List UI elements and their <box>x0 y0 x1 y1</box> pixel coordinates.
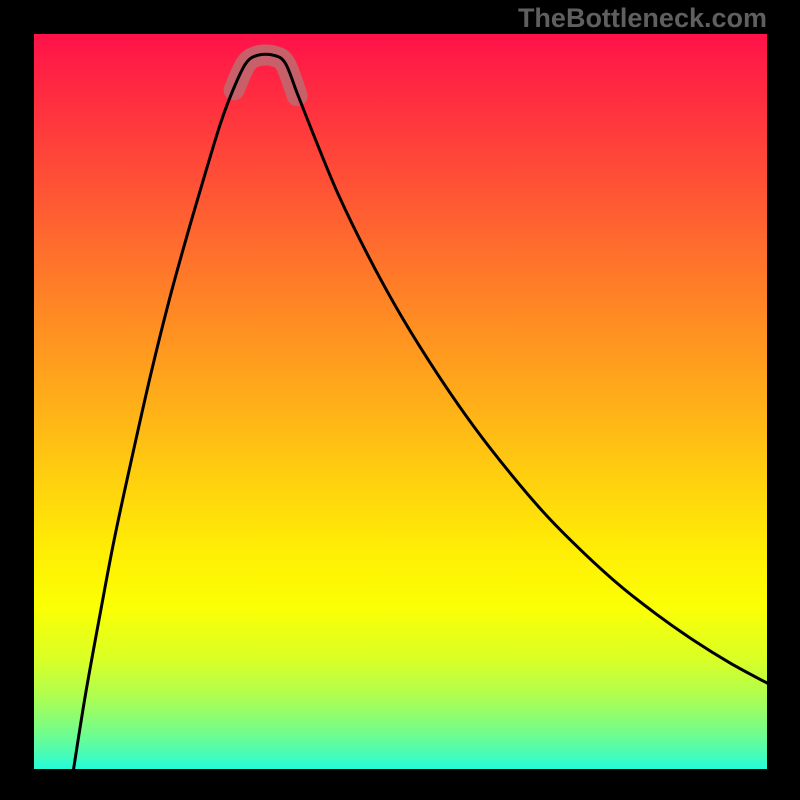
plot-area <box>34 34 767 769</box>
highlight-segment <box>234 55 297 96</box>
main-curve <box>74 54 767 769</box>
curve-layer <box>34 34 767 769</box>
outer-frame: TheBottleneck.com <box>0 0 800 800</box>
watermark-text: TheBottleneck.com <box>518 3 767 34</box>
